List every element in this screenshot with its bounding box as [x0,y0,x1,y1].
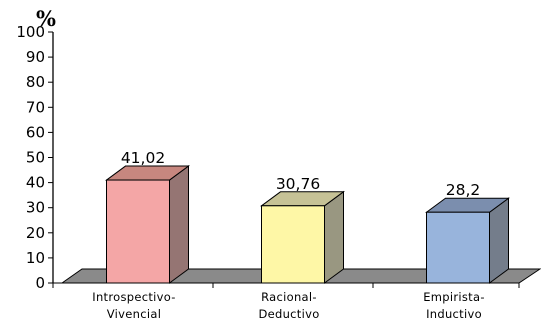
y-tick-label: 30 [26,199,45,217]
y-tick-label: 100 [16,23,45,41]
bar-front-face [261,205,325,284]
y-axis-unit-label: % [36,6,56,31]
data-label: 28,2 [446,181,481,199]
x-tick-label: Vivencial [107,307,161,321]
x-tick-labels: Introspectivo- Vivencial Racional- Deductiv… [92,290,485,321]
y-tick-label: 20 [26,224,45,242]
data-label: 41,02 [121,149,165,167]
bar-front-face [426,211,490,284]
data-label: 30,76 [276,175,320,193]
x-tick-label: Inductivo [426,307,482,321]
y-tick-label: 70 [26,98,45,116]
y-tick-label: 10 [26,249,45,267]
y-ticks: 0 10 20 30 40 50 60 70 80 90 100 [16,23,53,292]
bar: 30,76 [259,175,346,284]
y-tick-label: 0 [35,274,45,292]
bars: 41,02 30,76 28,2 [104,149,511,284]
x-tick-label: Empirista- [423,290,485,304]
bar-side-face [324,190,344,284]
bar-side-face [169,165,189,284]
bar: 41,02 [104,149,191,284]
x-tick-label: Deductivo [258,307,319,321]
y-tick-label: 60 [26,123,45,141]
y-tick-label: 80 [26,73,45,91]
bar-front-face [106,179,170,284]
bar-side-face [489,197,509,284]
x-tick-label: Racional- [261,290,317,304]
x-tick-label: Introspectivo- [92,290,176,304]
bar: 28,2 [424,181,511,284]
x-ticks [52,283,520,288]
y-tick-label: 90 [26,48,45,66]
y-tick-label: 40 [26,174,45,192]
y-tick-label: 50 [26,149,45,167]
